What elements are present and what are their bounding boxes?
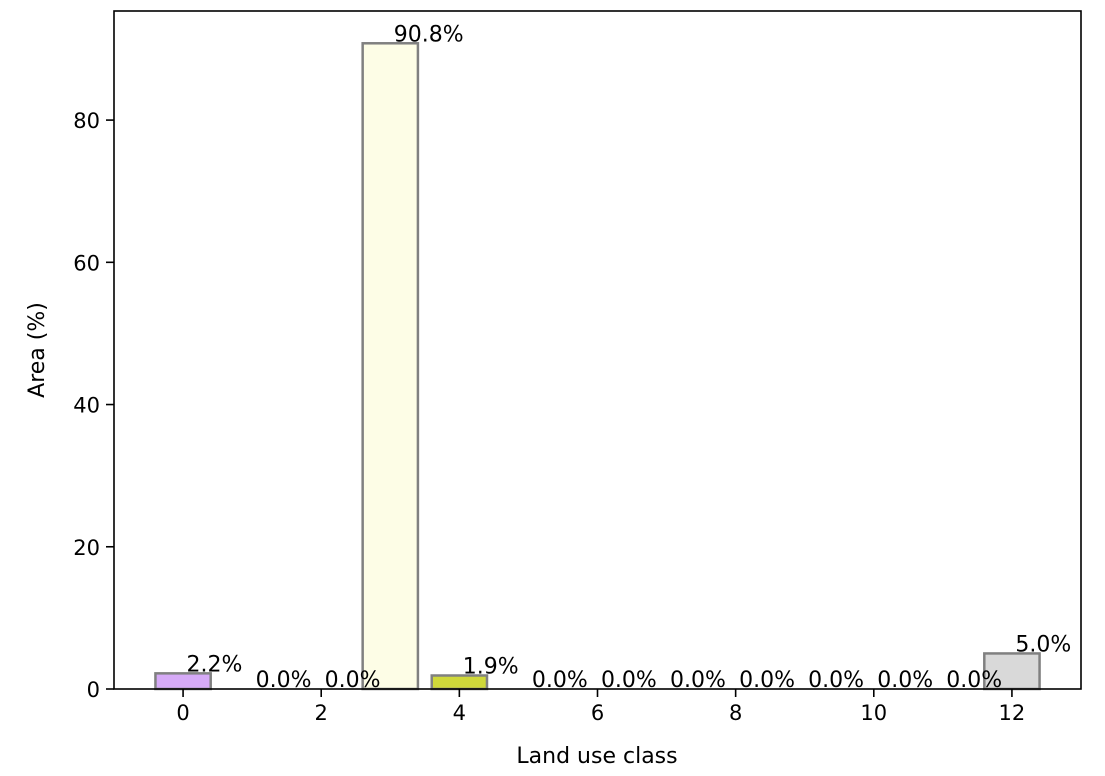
data-label-class-12: 5.0% [1015, 632, 1071, 657]
y-tick-label: 80 [73, 109, 100, 133]
y-tick-label: 40 [73, 394, 100, 418]
plot-frame [113, 10, 1082, 690]
y-tick-label: 0 [87, 678, 100, 702]
x-tick-label: 12 [999, 701, 1026, 725]
x-tick-label: 0 [176, 701, 189, 725]
bar-class-3 [361, 42, 420, 691]
data-label-class-4: 1.9% [463, 654, 519, 679]
y-axis-ticks: 0 20 40 60 80 [73, 109, 114, 702]
bars-layer [154, 42, 1041, 691]
x-axis-ticks: 0 2 4 6 8 10 12 [176, 689, 1025, 725]
data-label-class-3: 90.8% [394, 22, 464, 47]
x-tick-label: 4 [453, 701, 466, 725]
plot-area [114, 11, 1081, 689]
x-tick-label: 8 [729, 701, 742, 725]
x-tick-label: 2 [315, 701, 328, 725]
data-label-class-0: 2.2% [187, 652, 243, 677]
y-tick-label: 60 [73, 251, 100, 275]
y-tick-label: 20 [73, 536, 100, 560]
bar-class-12 [983, 652, 1041, 691]
x-axis-label: Land use class [516, 744, 677, 769]
x-tick-label: 10 [860, 701, 887, 725]
y-axis-label: Area (%) [25, 302, 50, 398]
x-tick-label: 6 [591, 701, 604, 725]
